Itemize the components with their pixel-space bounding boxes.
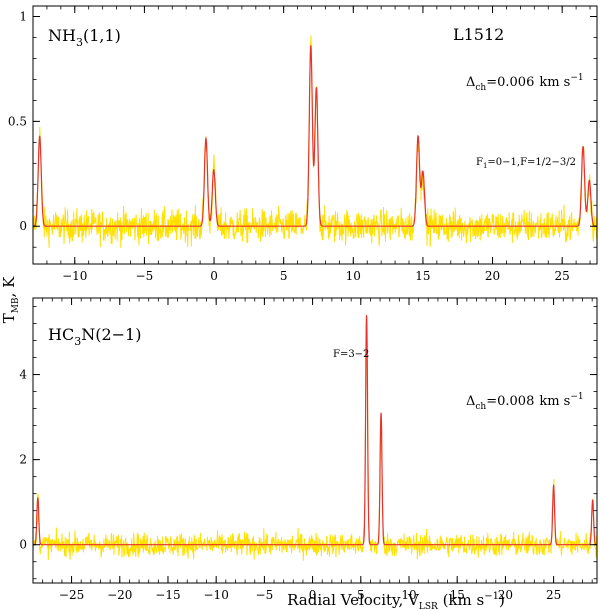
hc3n-x-tick-label: −5 bbox=[256, 588, 274, 602]
hc3n-x-tick-label: −20 bbox=[107, 588, 132, 602]
nh3-x-tick-label: 15 bbox=[415, 269, 430, 283]
x-axis-label: Radial Velocity, VLSR (km s−1) bbox=[287, 591, 505, 611]
hc3n-panel: −25 −20 −15 −10 −5 0 5 10 15 20 25 0 2 4 HC3N(2−1) Δc… bbox=[19, 297, 598, 602]
nh3-x-tick-label: 10 bbox=[346, 269, 361, 283]
nh3-x-tick-label: 0 bbox=[210, 269, 218, 283]
hc3n-x-tick-label: 25 bbox=[546, 588, 561, 602]
source-label: L1512 bbox=[453, 25, 504, 44]
nh3-x-tick-label: −10 bbox=[62, 269, 87, 283]
nh3-ticks: −10 −5 0 5 10 15 20 25 0 0.5 1 bbox=[8, 6, 597, 283]
hc3n-spectrum-layer bbox=[32, 315, 598, 561]
nh3-y-tick-label: 0.5 bbox=[8, 114, 27, 128]
hc3n-fit-curve bbox=[32, 315, 598, 546]
nh3-plot-frame bbox=[32, 5, 598, 265]
hc3n-hyperfine-annotation: F=3−2 bbox=[333, 349, 369, 360]
hc3n-x-tick-label: 20 bbox=[498, 588, 513, 602]
hc3n-line-label: HC3N(2−1) bbox=[48, 325, 141, 348]
nh3-x-tick-label: −5 bbox=[136, 269, 154, 283]
nh3-x-tick-label: 5 bbox=[280, 269, 288, 283]
hc3n-x-tick-label: −10 bbox=[204, 588, 229, 602]
nh3-fit-curve bbox=[32, 45, 598, 227]
hc3n-y-tick-label: 2 bbox=[19, 453, 27, 467]
nh3-y-tick-label: 0 bbox=[19, 219, 27, 233]
nh3-x-tick-label: 20 bbox=[485, 269, 500, 283]
nh3-line-label: NH3(1,1) bbox=[48, 26, 121, 49]
hc3n-x-tick-label: 5 bbox=[357, 588, 365, 602]
hc3n-plot-frame bbox=[32, 297, 598, 584]
nh3-spectrum-layer bbox=[32, 35, 598, 249]
nh3-hyperfine-annotation: F1=0−1,F=1/2−3/2 bbox=[476, 157, 576, 170]
nh3-panel: −10 −5 0 5 10 15 20 25 0 0.5 1 NH3(1,1) L1512 Δch=… bbox=[8, 5, 598, 283]
hc3n-x-tick-label: −15 bbox=[155, 588, 180, 602]
hc3n-y-tick-label: 4 bbox=[19, 368, 27, 382]
hc3n-x-tick-label: 10 bbox=[401, 588, 416, 602]
nh3-y-tick-label: 1 bbox=[19, 9, 27, 23]
hc3n-channel-width: Δch=0.008 km s−1 bbox=[466, 392, 584, 412]
y-axis-label: TMB, K bbox=[0, 276, 21, 323]
hc3n-x-tick-label: −25 bbox=[59, 588, 84, 602]
hc3n-x-tick-label: 0 bbox=[309, 588, 317, 602]
hc3n-x-tick-label: 15 bbox=[450, 588, 465, 602]
hc3n-observed-spectrum bbox=[32, 316, 598, 561]
nh3-channel-width: Δch=0.006 km s−1 bbox=[466, 73, 584, 93]
hc3n-ticks: −25 −20 −15 −10 −5 0 5 10 15 20 25 0 2 4 bbox=[19, 298, 597, 602]
nh3-x-tick-label: 25 bbox=[555, 269, 570, 283]
hc3n-y-tick-label: 0 bbox=[19, 538, 27, 552]
